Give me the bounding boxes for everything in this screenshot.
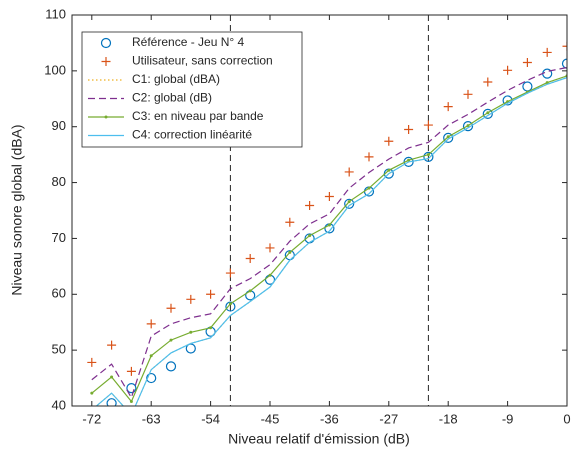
marker — [347, 200, 351, 204]
marker — [522, 57, 532, 67]
marker — [285, 217, 295, 227]
marker — [443, 132, 454, 143]
legend-label: C3: en niveau par bande — [132, 109, 264, 123]
marker — [169, 338, 173, 342]
marker — [466, 124, 470, 128]
marker — [483, 77, 493, 87]
marker — [542, 47, 552, 57]
x-axis-label: Niveau relatif d'émission (dB) — [228, 431, 410, 447]
legend: Référence - Jeu N° 4 Utilisateur, sans co… — [81, 31, 303, 148]
marker — [126, 366, 136, 376]
marker — [245, 254, 255, 264]
plot-content — [87, 15, 567, 406]
marker — [545, 81, 549, 85]
marker — [126, 383, 137, 394]
marker — [206, 289, 216, 299]
x-tick-label: -72 — [82, 411, 101, 426]
marker — [305, 200, 315, 210]
marker — [482, 108, 493, 119]
marker — [265, 243, 275, 253]
legend-swatch — [101, 57, 111, 66]
x-tick-label: 0 — [563, 411, 570, 426]
legend-label: C1: global (dBA) — [132, 72, 220, 86]
marker — [404, 125, 414, 135]
x-tick-label: -45 — [261, 411, 280, 426]
marker — [446, 135, 450, 139]
x-tick-label: -9 — [502, 411, 514, 426]
marker — [288, 250, 292, 254]
legend-label: C2: global (dB) — [132, 91, 212, 105]
marker — [189, 330, 193, 334]
marker — [248, 289, 252, 293]
y-tick-label: 40 — [52, 397, 66, 412]
marker — [209, 326, 213, 330]
legend-swatch — [100, 37, 112, 49]
marker — [486, 111, 490, 115]
legend-label: Utilisateur, sans correction — [132, 54, 273, 68]
marker — [426, 153, 430, 157]
marker — [562, 41, 567, 51]
marker — [324, 192, 334, 202]
marker — [463, 89, 473, 99]
marker — [308, 234, 312, 238]
marker — [165, 361, 177, 372]
marker — [106, 398, 117, 406]
marker — [225, 301, 236, 312]
marker — [423, 120, 433, 130]
marker — [186, 294, 196, 304]
marker — [561, 58, 567, 69]
marker — [423, 151, 434, 162]
marker — [367, 186, 371, 190]
x-tick-label: -36 — [320, 411, 339, 426]
marker — [327, 223, 331, 227]
series-line — [95, 76, 567, 406]
x-tick-label: -27 — [379, 411, 398, 426]
y-tick-label: 60 — [52, 286, 66, 301]
marker — [146, 372, 157, 384]
y-tick-label: 80 — [52, 174, 66, 189]
legend-box — [81, 31, 303, 148]
x-tick-label: -18 — [439, 411, 458, 426]
axes-frame — [71, 14, 568, 407]
marker — [407, 158, 411, 162]
marker — [344, 167, 354, 177]
legend-label: Référence - Jeu N° 4 — [132, 35, 245, 49]
y-tick-label: 110 — [45, 6, 66, 21]
marker — [90, 391, 94, 395]
marker — [225, 268, 235, 278]
marker — [149, 354, 153, 358]
marker — [443, 102, 453, 112]
marker — [462, 121, 474, 132]
marker — [110, 375, 114, 379]
x-tick-label: -63 — [142, 411, 161, 426]
marker — [87, 357, 97, 367]
y-tick-label: 70 — [52, 230, 66, 245]
marker — [384, 136, 394, 146]
marker — [228, 302, 232, 306]
y-tick-label: 50 — [52, 342, 66, 357]
marker — [364, 152, 374, 162]
marker — [268, 273, 272, 277]
marker — [166, 303, 176, 313]
legend-swatch — [104, 115, 108, 119]
marker — [344, 198, 355, 209]
marker — [129, 400, 133, 404]
legend-label: C4: correction linéarité — [132, 128, 252, 142]
y-tick-label: 90 — [52, 118, 66, 133]
y-axis-label: Niveau sonore global (dBA) — [9, 124, 25, 295]
marker — [503, 65, 513, 75]
y-tick-label: 100 — [44, 62, 66, 77]
marker — [146, 319, 156, 329]
marker — [387, 168, 391, 172]
marker — [107, 340, 117, 350]
x-tick-label: -54 — [201, 411, 220, 426]
